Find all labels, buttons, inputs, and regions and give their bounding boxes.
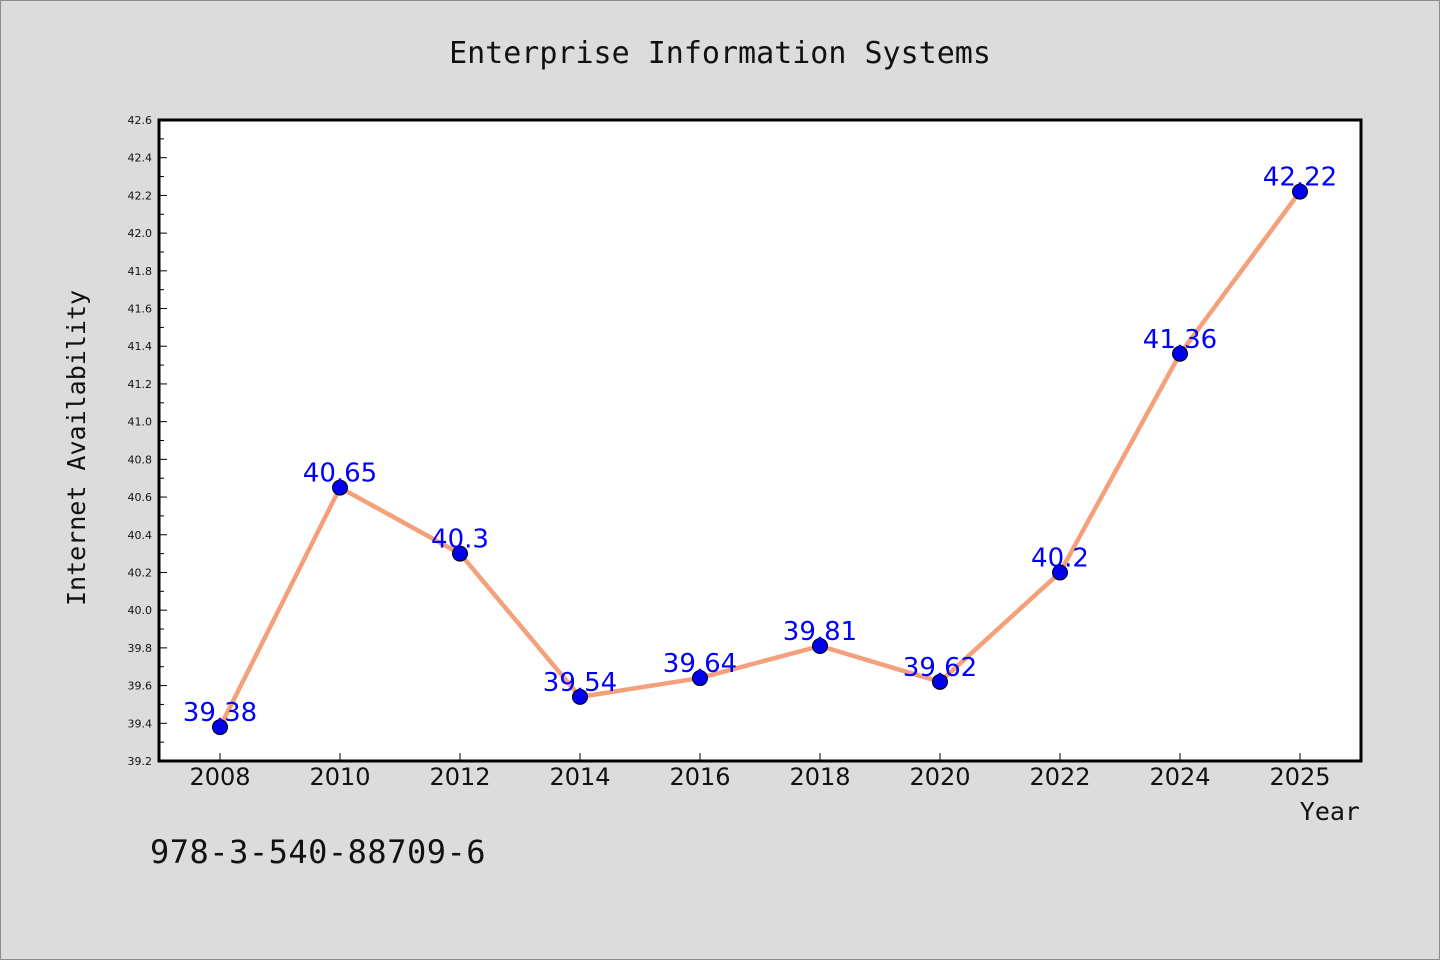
data-label: 42.22 (1263, 163, 1337, 193)
data-point-marker (812, 637, 828, 654)
data-point-marker (572, 688, 588, 705)
x-axis-label: Year (1300, 797, 1360, 826)
y-tick-label: 42.6 (128, 114, 153, 127)
y-tick-label: 42.4 (128, 152, 153, 165)
plot-border (157, 118, 1363, 763)
data-point-marker (1172, 345, 1188, 362)
x-tick-label: 2020 (909, 763, 970, 791)
data-point-marker (692, 670, 708, 687)
data-label: 40.65 (303, 459, 377, 489)
x-tick-label: 2022 (1029, 763, 1090, 791)
y-tick-label: 40.2 (128, 566, 153, 579)
y-tick-label: 40.6 (128, 491, 153, 504)
y-tick-label: 39.4 (128, 717, 153, 730)
y-tick-label: 40.8 (128, 453, 153, 466)
y-tick-label: 40.4 (128, 529, 153, 542)
series-group: 39.38 40.65 40.3 39.54 39.64 39.81 39.62 40.2 41… (183, 163, 1337, 736)
data-label: 39.64 (663, 649, 737, 679)
x-tick-label: 2012 (429, 763, 490, 791)
plot-area (159, 120, 1361, 761)
data-label: 39.81 (783, 617, 857, 647)
data-label: 40.3 (431, 525, 489, 555)
chart-title: Enterprise Information Systems (449, 36, 991, 71)
data-point-marker (1292, 183, 1308, 200)
y-tick-label: 41.0 (128, 416, 153, 429)
data-point-marker (1052, 564, 1068, 581)
x-tick-label: 2018 (789, 763, 850, 791)
data-label: 41.36 (1143, 325, 1217, 355)
y-tick-label: 39.6 (128, 680, 153, 693)
data-label: 39.62 (903, 653, 977, 683)
x-tick-label: 2016 (669, 763, 730, 791)
data-point-marker (452, 545, 468, 562)
series-line (217, 189, 1303, 730)
data-label: 40.2 (1031, 543, 1089, 573)
x-tick-label: 2024 (1149, 763, 1210, 791)
data-point-marker (332, 479, 348, 496)
y-tick-label: 42.0 (128, 227, 153, 240)
data-point-marker (212, 719, 228, 736)
data-label: 39.38 (183, 698, 257, 728)
y-axis-label: Internet Availability (62, 290, 91, 606)
x-tick-label: 2010 (309, 763, 370, 791)
y-tick-label: 40.0 (128, 604, 153, 617)
x-tick-label: 2014 (549, 763, 610, 791)
y-tick-label: 41.4 (128, 340, 153, 353)
x-axis-ticks: 2008 2010 2012 2014 2016 2018 2020 2022 2024 2025 (189, 753, 1331, 791)
y-tick-label: 41.8 (128, 265, 153, 278)
y-tick-label: 41.2 (128, 378, 153, 391)
x-tick-label: 2025 (1269, 763, 1330, 791)
data-label: 39.54 (543, 668, 617, 698)
y-tick-label: 39.2 (128, 755, 153, 768)
data-point-marker (932, 673, 948, 690)
isbn-caption: 978-3-540-88709-6 (150, 833, 487, 871)
y-tick-label: 39.8 (128, 642, 153, 655)
y-tick-label: 42.2 (128, 189, 153, 202)
x-tick-label: 2008 (189, 763, 250, 791)
y-tick-label: 41.6 (128, 303, 153, 316)
